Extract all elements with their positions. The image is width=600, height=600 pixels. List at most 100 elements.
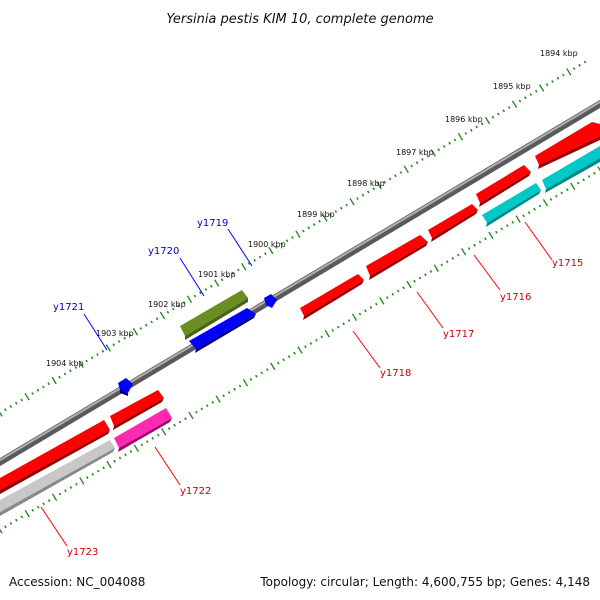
minor-tick	[47, 382, 51, 386]
major-tick	[511, 100, 518, 109]
minor-tick	[473, 243, 476, 247]
major-tick	[270, 362, 276, 371]
minor-tick	[456, 253, 460, 257]
reverse-genes	[0, 146, 600, 516]
minor-tick	[58, 492, 62, 496]
forward-genes	[0, 122, 600, 494]
minor-tick	[518, 99, 522, 103]
minor-tick	[576, 181, 580, 185]
gene-arrow[interactable]	[428, 204, 478, 242]
minor-tick	[63, 372, 67, 376]
gene-label-y1720[interactable]: y1720	[148, 246, 179, 257]
minor-tick	[358, 312, 362, 316]
major-tick	[406, 280, 412, 289]
gene-label-y1716[interactable]: y1716	[500, 292, 531, 303]
minor-tick	[511, 220, 514, 224]
minor-tick	[42, 385, 45, 389]
minor-tick	[524, 96, 527, 100]
gene-label-y1723[interactable]: y1723	[67, 547, 98, 558]
gene-arrow[interactable]	[366, 235, 428, 280]
minor-tick	[237, 268, 240, 272]
minor-tick	[399, 171, 403, 174]
major-tick	[297, 346, 303, 354]
minor-tick	[446, 260, 449, 264]
gene-label-y1715[interactable]: y1715	[552, 258, 583, 269]
minor-tick	[527, 211, 531, 214]
gene-blue-arrow[interactable]	[189, 308, 256, 353]
minor-tick	[293, 351, 296, 355]
scale-labels: 1894 kbp 1895 kbp 1896 kbp 1897 kbp 1898…	[46, 49, 578, 368]
minor-tick	[572, 67, 576, 70]
minor-tick	[31, 508, 34, 512]
gene-arrow[interactable]	[476, 165, 531, 207]
gene-gray[interactable]	[0, 440, 115, 516]
gene-arrow[interactable]	[300, 274, 364, 320]
gene-pink[interactable]	[114, 408, 172, 452]
minor-tick	[209, 284, 213, 288]
gene-olive[interactable]	[180, 290, 248, 340]
major-tick	[51, 376, 57, 385]
major-tick	[24, 509, 30, 518]
minor-tick	[146, 440, 149, 444]
minor-tick	[480, 122, 484, 126]
minor-tick	[287, 355, 291, 358]
minor-tick	[167, 427, 171, 430]
gene-arrow[interactable]	[0, 420, 110, 494]
scale-label: 1899 kbp	[297, 210, 335, 219]
gene-label-y1722[interactable]: y1722	[180, 486, 211, 497]
major-tick	[133, 444, 139, 452]
minor-tick	[560, 191, 564, 195]
gene-arrow[interactable]	[110, 390, 164, 430]
minor-tick	[415, 161, 419, 165]
minor-tick	[173, 423, 176, 427]
gene-arrow[interactable]	[535, 122, 600, 169]
major-tick	[295, 230, 301, 239]
major-tick	[542, 198, 549, 207]
major-tick	[186, 295, 193, 304]
gene-cyan[interactable]	[482, 183, 541, 227]
major-tick	[349, 197, 355, 206]
gene-marker[interactable]	[264, 294, 277, 308]
minor-tick	[69, 486, 73, 489]
gene-label-y1717[interactable]: y1717	[443, 329, 474, 340]
minor-tick	[556, 76, 560, 80]
minor-tick	[593, 171, 596, 175]
minor-tick	[118, 456, 122, 460]
major-tick	[268, 246, 274, 255]
minor-tick	[587, 175, 591, 178]
genome-backbone	[0, 99, 600, 467]
scale-label: 1903 kbp	[96, 329, 134, 338]
major-tick	[132, 327, 139, 336]
minor-tick	[204, 288, 208, 291]
minor-tick	[249, 378, 253, 381]
major-tick	[161, 428, 167, 436]
gene-label-y1718[interactable]: y1718	[380, 368, 411, 379]
minor-tick	[36, 388, 40, 392]
minor-tick	[199, 291, 202, 295]
minor-tick	[200, 407, 204, 411]
gene-label-y1719[interactable]: y1719	[197, 218, 228, 229]
minor-tick	[356, 197, 359, 200]
inner-scale-ticks	[0, 166, 600, 534]
minor-tick	[506, 224, 509, 228]
minor-tick	[112, 343, 116, 347]
gene-cyan[interactable]	[542, 146, 600, 193]
gene-label-y1721[interactable]: y1721	[53, 302, 84, 313]
minor-tick	[128, 333, 132, 337]
scale-label: 1895 kbp	[493, 82, 531, 91]
minor-tick	[464, 132, 468, 135]
scale-label: 1894 kbp	[540, 49, 578, 58]
minor-tick	[533, 207, 536, 211]
major-tick	[433, 264, 439, 272]
major-tick	[0, 528, 3, 534]
minor-tick	[15, 518, 18, 522]
minor-tick	[410, 164, 413, 168]
minor-tick	[448, 141, 451, 145]
gene-marker[interactable]	[118, 378, 133, 396]
minor-tick	[467, 247, 471, 250]
minor-tick	[193, 294, 197, 298]
major-tick	[106, 460, 112, 469]
major-tick	[539, 84, 545, 92]
major-tick	[324, 329, 330, 338]
